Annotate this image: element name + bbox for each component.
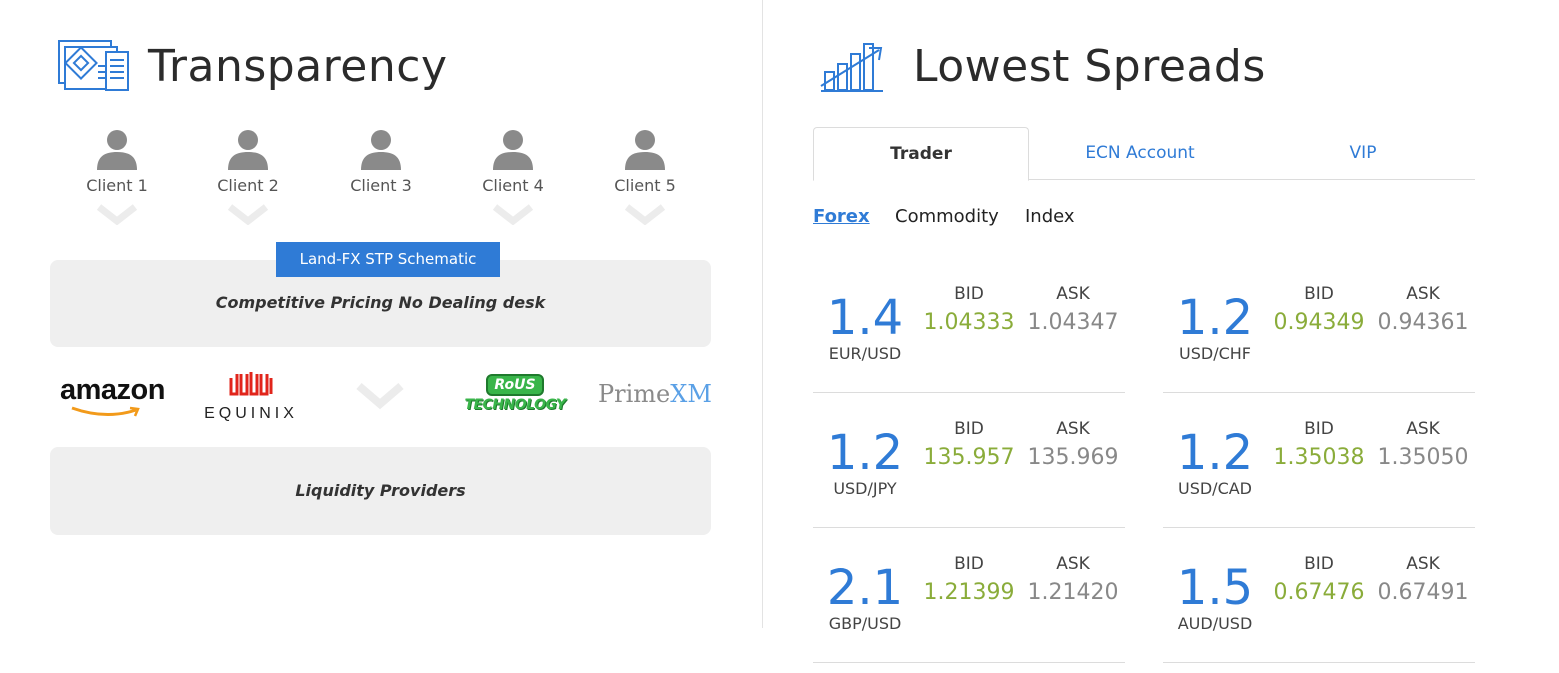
pair-card-usdchf: 1.2 USD/CHF BID ASK 0.94349 0.94361 <box>1163 258 1475 393</box>
person-icon <box>625 130 665 170</box>
bid-value: 1.21399 <box>923 580 1015 605</box>
rous-wordmark: RoUS <box>486 374 544 396</box>
subtab-index[interactable]: Index <box>1025 206 1075 227</box>
rous-technology-logo: RoUS TECHNOLOGY <box>460 374 570 413</box>
pair-card-usdjpy: 1.2 USD/JPY BID ASK 135.957 135.969 <box>813 393 1125 528</box>
bid-value: 1.04333 <box>923 310 1015 335</box>
tab-ecn-account[interactable]: ECN Account <box>1085 143 1195 163</box>
client-2: Client 2 <box>193 128 303 225</box>
pricing-box-text: Competitive Pricing No Dealing desk <box>215 293 546 312</box>
spread-value: 1.5 <box>1176 560 1254 616</box>
pair-card-usdcad: 1.2 USD/CAD BID ASK 1.35038 1.35050 <box>1163 393 1475 528</box>
spreads-title: Lowest Spreads <box>913 40 1266 92</box>
ask-label: ASK <box>1406 419 1440 439</box>
pair-symbol: AUD/USD <box>1177 614 1253 633</box>
equinix-wordmark: EQUINIX <box>204 405 298 422</box>
amazon-wordmark: amazon <box>60 374 165 406</box>
subtab-forex[interactable]: Forex <box>813 206 870 227</box>
spread-value: 2.1 <box>826 560 904 616</box>
tab-vip[interactable]: VIP <box>1349 143 1377 163</box>
provider-logos: amazon EQUINIX RoUS TECHNOLOGY PrimeXM <box>50 360 712 440</box>
primexm-xm: XM <box>670 380 712 408</box>
bid-label: BID <box>954 419 984 439</box>
client-4: Client 4 <box>458 128 568 225</box>
subtab-commodity[interactable]: Commodity <box>895 206 999 227</box>
client-label: Client 1 <box>86 176 148 195</box>
spread-value: 1.2 <box>1176 290 1254 346</box>
client-1: Client 1 <box>62 128 172 225</box>
chevron-down-icon <box>228 204 268 225</box>
pair-symbol: EUR/USD <box>828 344 902 363</box>
client-label: Client 4 <box>482 176 544 195</box>
ask-value: 1.21420 <box>1027 580 1119 605</box>
bid-value: 135.957 <box>923 445 1015 470</box>
transparency-title: Transparency <box>148 40 448 92</box>
primexm-prime: Prime <box>598 380 671 408</box>
client-label: Client 2 <box>217 176 279 195</box>
pair-symbol: USD/CAD <box>1177 479 1252 498</box>
person-icon <box>97 130 137 170</box>
account-tabs: Trader ECN Account VIP <box>813 127 1475 181</box>
person-icon <box>493 130 533 170</box>
pair-symbol: GBP/USD <box>828 614 902 633</box>
spread-grid: 1.4 EUR/USD BID ASK 1.04333 1.04347 1.2 … <box>813 258 1475 663</box>
chevron-down-icon <box>625 204 665 225</box>
technology-wordmark: TECHNOLOGY <box>464 397 566 413</box>
bid-value: 0.67476 <box>1273 580 1365 605</box>
pair-symbol: USD/JPY <box>833 479 897 498</box>
stp-schematic-badge: Land-FX STP Schematic <box>276 242 500 277</box>
ask-value: 1.04347 <box>1027 310 1119 335</box>
person-icon <box>228 130 268 170</box>
pair-symbol: USD/CHF <box>1179 344 1251 363</box>
bid-label: BID <box>954 284 984 304</box>
liquidity-box: Liquidity Providers <box>50 447 711 535</box>
spread-value: 1.2 <box>1176 425 1254 481</box>
pair-card-gbpusd: 2.1 GBP/USD BID ASK 1.21399 1.21420 <box>813 528 1125 663</box>
bid-label: BID <box>1304 554 1334 574</box>
chevron-down-icon <box>97 204 137 225</box>
ask-value: 0.67491 <box>1377 580 1469 605</box>
liquidity-box-text: Liquidity Providers <box>295 481 466 500</box>
equinix-logo: EQUINIX <box>196 370 306 423</box>
client-3: Client 3 <box>326 128 436 195</box>
bid-label: BID <box>1304 419 1334 439</box>
spread-value: 1.2 <box>826 425 904 481</box>
transparency-header: Transparency <box>56 38 447 94</box>
pair-card-audusd: 1.5 AUD/USD BID ASK 0.67476 0.67491 <box>1163 528 1475 663</box>
growth-chart-icon <box>820 43 883 92</box>
document-chart-icon <box>58 40 129 91</box>
person-icon <box>361 130 401 170</box>
chevron-down-icon <box>356 382 404 410</box>
ask-value: 1.35050 <box>1377 445 1469 470</box>
primexm-logo: PrimeXM <box>598 380 712 408</box>
ask-label: ASK <box>1406 284 1440 304</box>
spreads-header: Lowest Spreads <box>819 38 1266 94</box>
ask-label: ASK <box>1056 419 1090 439</box>
ask-label: ASK <box>1056 284 1090 304</box>
ask-value: 0.94361 <box>1377 310 1469 335</box>
spreads-section: Lowest Spreads Trader ECN Account VIP Fo… <box>763 0 1559 673</box>
ask-label: ASK <box>1406 554 1440 574</box>
section-divider <box>762 0 763 628</box>
client-row: Client 1 Client 2 Client 3 Client 4 Clie… <box>50 128 710 240</box>
bid-value: 0.94349 <box>1273 310 1365 335</box>
client-label: Client 5 <box>614 176 676 195</box>
bid-value: 1.35038 <box>1273 445 1365 470</box>
client-5: Client 5 <box>590 128 700 225</box>
bid-label: BID <box>954 554 984 574</box>
transparency-section: Transparency Client 1 Client 2 Client 3 … <box>0 0 762 673</box>
amazon-smile-icon <box>71 406 140 417</box>
bid-label: BID <box>1304 284 1334 304</box>
ask-label: ASK <box>1056 554 1090 574</box>
pair-card-eurusd: 1.4 EUR/USD BID ASK 1.04333 1.04347 <box>813 258 1125 393</box>
ask-value: 135.969 <box>1027 445 1119 470</box>
equinix-mark-icon <box>229 372 273 396</box>
spread-value: 1.4 <box>826 290 904 346</box>
tab-trader[interactable]: Trader <box>813 127 1029 181</box>
amazon-logo: amazon <box>60 374 175 418</box>
client-label: Client 3 <box>350 176 412 195</box>
chevron-down-icon <box>493 204 533 225</box>
